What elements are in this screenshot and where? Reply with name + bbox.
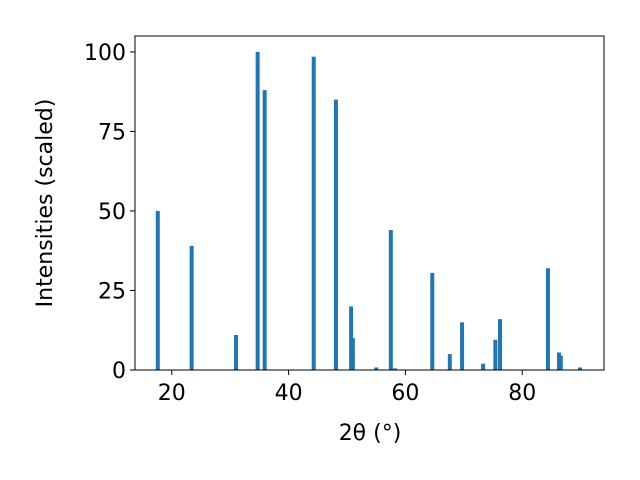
x-tick-label: 20 — [158, 381, 186, 406]
x-tick-label: 60 — [391, 381, 419, 406]
y-tick-label: 100 — [84, 41, 126, 66]
x-tick-label: 80 — [508, 381, 536, 406]
bar — [460, 322, 465, 370]
bar — [392, 368, 397, 370]
bar — [311, 56, 316, 371]
bar — [262, 90, 267, 371]
bar — [155, 210, 160, 370]
y-axis-label: Intensities (scaled) — [33, 99, 58, 308]
bar — [447, 354, 452, 370]
bar — [498, 319, 503, 370]
bar — [234, 335, 239, 370]
y-tick-label: 0 — [112, 359, 126, 384]
bar — [333, 99, 338, 370]
y-tick-label: 50 — [98, 200, 126, 225]
bar — [481, 363, 486, 370]
plot-frame — [134, 35, 605, 371]
y-tick-label: 75 — [98, 120, 126, 145]
bar — [493, 339, 498, 370]
bar — [558, 355, 563, 370]
y-tick-label: 25 — [98, 279, 126, 304]
bar — [578, 367, 583, 370]
bar — [189, 245, 194, 370]
bar — [374, 367, 379, 370]
bar — [255, 51, 260, 371]
x-tick-label: 40 — [275, 381, 303, 406]
bar — [388, 230, 393, 370]
bar — [430, 272, 435, 370]
bar — [350, 338, 355, 370]
x-axis-label: 2θ (°) — [339, 421, 402, 446]
bar — [545, 268, 550, 370]
